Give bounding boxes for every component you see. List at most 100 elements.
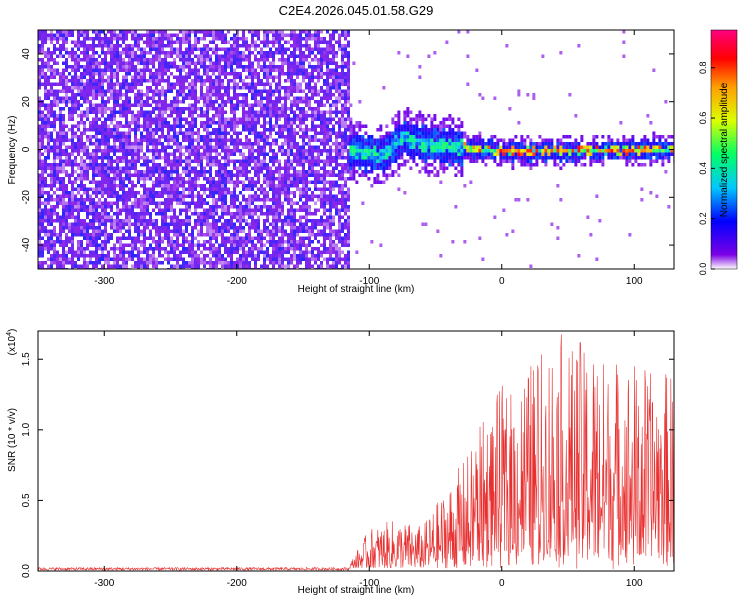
spectrogram-cell xyxy=(176,163,179,167)
spectrogram-cell xyxy=(176,201,179,205)
spectrogram-cell xyxy=(305,114,308,118)
spectrogram-cell xyxy=(203,240,206,244)
spectrogram-cell xyxy=(158,75,161,79)
spectrogram-cell xyxy=(293,233,296,237)
spectrogram-cell xyxy=(158,226,161,230)
spectrogram-cell xyxy=(107,51,110,55)
spectrogram-cell xyxy=(293,226,296,230)
spectrogram-cell xyxy=(149,194,152,198)
spectrogram-cell xyxy=(104,243,107,247)
spectrogram-cell xyxy=(164,110,167,114)
spectrogram-cell xyxy=(311,33,314,37)
spectrogram-cell xyxy=(47,236,50,240)
spectrogram-cell xyxy=(167,240,170,244)
spectrogram-cell xyxy=(68,138,71,142)
spectrogram-cell xyxy=(236,54,239,58)
spectrogram-cell xyxy=(83,30,86,34)
spectrogram-cell xyxy=(266,240,269,244)
spectrogram-cell xyxy=(215,58,218,62)
spectrogram-cell xyxy=(158,177,161,181)
spectrogram-cell xyxy=(161,30,164,34)
spectrogram-cell xyxy=(143,152,146,156)
spectrogram-cell xyxy=(236,247,239,251)
spectrogram-cell xyxy=(266,72,269,76)
spectrogram-cell xyxy=(113,33,116,37)
spectrogram-cell xyxy=(239,236,242,240)
spectrogram-cell xyxy=(53,212,56,216)
spectrogram-cell xyxy=(68,257,71,261)
spectrogram-cell xyxy=(305,152,308,156)
spectrogram-cell xyxy=(44,145,47,149)
spectrogram-cell xyxy=(257,240,260,244)
spectrogram-cell xyxy=(170,124,173,128)
spectrogram-cell xyxy=(239,131,242,135)
spectrogram-cell xyxy=(143,208,146,212)
spectrogram-cell xyxy=(134,96,137,100)
spectrogram-cell xyxy=(179,264,182,268)
spectrogram-cell xyxy=(206,254,209,258)
spectrogram-cell xyxy=(197,170,200,174)
spectrogram-cell xyxy=(173,229,176,233)
spectrogram-cell xyxy=(311,229,314,233)
spectrogram-cell xyxy=(167,177,170,181)
spectrogram-cell xyxy=(179,75,182,79)
spectrogram-cell xyxy=(146,226,149,230)
spectrogram-cell xyxy=(140,75,143,79)
spectrogram-cell xyxy=(74,72,77,76)
spectrogram-cell xyxy=(152,257,155,261)
spectrogram-cell xyxy=(95,205,98,209)
spectrogram-cell xyxy=(272,40,275,44)
spectrogram-cell xyxy=(104,117,107,121)
spectrogram-cell xyxy=(293,152,296,156)
spectrogram-cell xyxy=(263,33,266,37)
spectrogram-cell xyxy=(161,180,164,184)
spectrogram-cell xyxy=(140,54,143,58)
spectrogram-cell xyxy=(224,191,227,195)
spectrogram-cell xyxy=(122,138,125,142)
spectrogram-cell xyxy=(140,33,143,37)
spectrogram-cell xyxy=(281,261,284,265)
spectrogram-cell xyxy=(227,159,230,163)
spectrogram-cell xyxy=(242,124,245,128)
spectrogram-cell xyxy=(170,135,173,139)
spectrogram-cell xyxy=(71,100,74,104)
spectrogram-cell xyxy=(299,247,302,251)
spectrogram-cell xyxy=(293,159,296,163)
spectrogram-cell xyxy=(221,191,224,195)
spectrogram-cell xyxy=(131,47,134,51)
spectrogram-cell xyxy=(152,44,155,48)
spectrogram-cell xyxy=(209,261,212,265)
spectrogram-cell xyxy=(80,222,83,226)
spectrogram-cell xyxy=(95,250,98,254)
spectrogram-cell xyxy=(134,205,137,209)
spectrogram-cell xyxy=(185,222,188,226)
spectrogram-cell xyxy=(188,30,191,34)
spectrogram-cell xyxy=(56,138,59,142)
spectrogram-cell xyxy=(206,247,209,251)
spectrogram-cell xyxy=(299,145,302,149)
spectrogram-cell xyxy=(299,121,302,125)
spectrogram-cell xyxy=(92,93,95,97)
spectrogram-cell xyxy=(38,149,41,153)
spectrogram-cell xyxy=(215,44,218,48)
spectrogram-cell xyxy=(101,86,104,90)
spectrogram-cell xyxy=(170,110,173,114)
spectrogram-cell xyxy=(116,96,119,100)
spectrogram-cell xyxy=(287,261,290,265)
spectrogram-cell xyxy=(80,117,83,121)
spectrogram-cell xyxy=(314,54,317,58)
spectrogram-cell xyxy=(131,61,134,65)
spectrogram-cell xyxy=(218,131,221,135)
spectrogram-cell xyxy=(272,159,275,163)
spectrogram-cell xyxy=(95,121,98,125)
spectrogram-cell xyxy=(194,243,197,247)
spectrogram-cell xyxy=(77,142,80,146)
spectrogram-cell xyxy=(269,131,272,135)
spectrogram-cell xyxy=(248,149,251,153)
spectrogram-cell xyxy=(80,51,83,55)
spectrogram-cell xyxy=(251,33,254,37)
spectrogram-cell xyxy=(146,86,149,90)
spectrogram-cell xyxy=(269,128,272,132)
spectrogram-cell xyxy=(101,187,104,191)
spectrogram-cell xyxy=(137,75,140,79)
